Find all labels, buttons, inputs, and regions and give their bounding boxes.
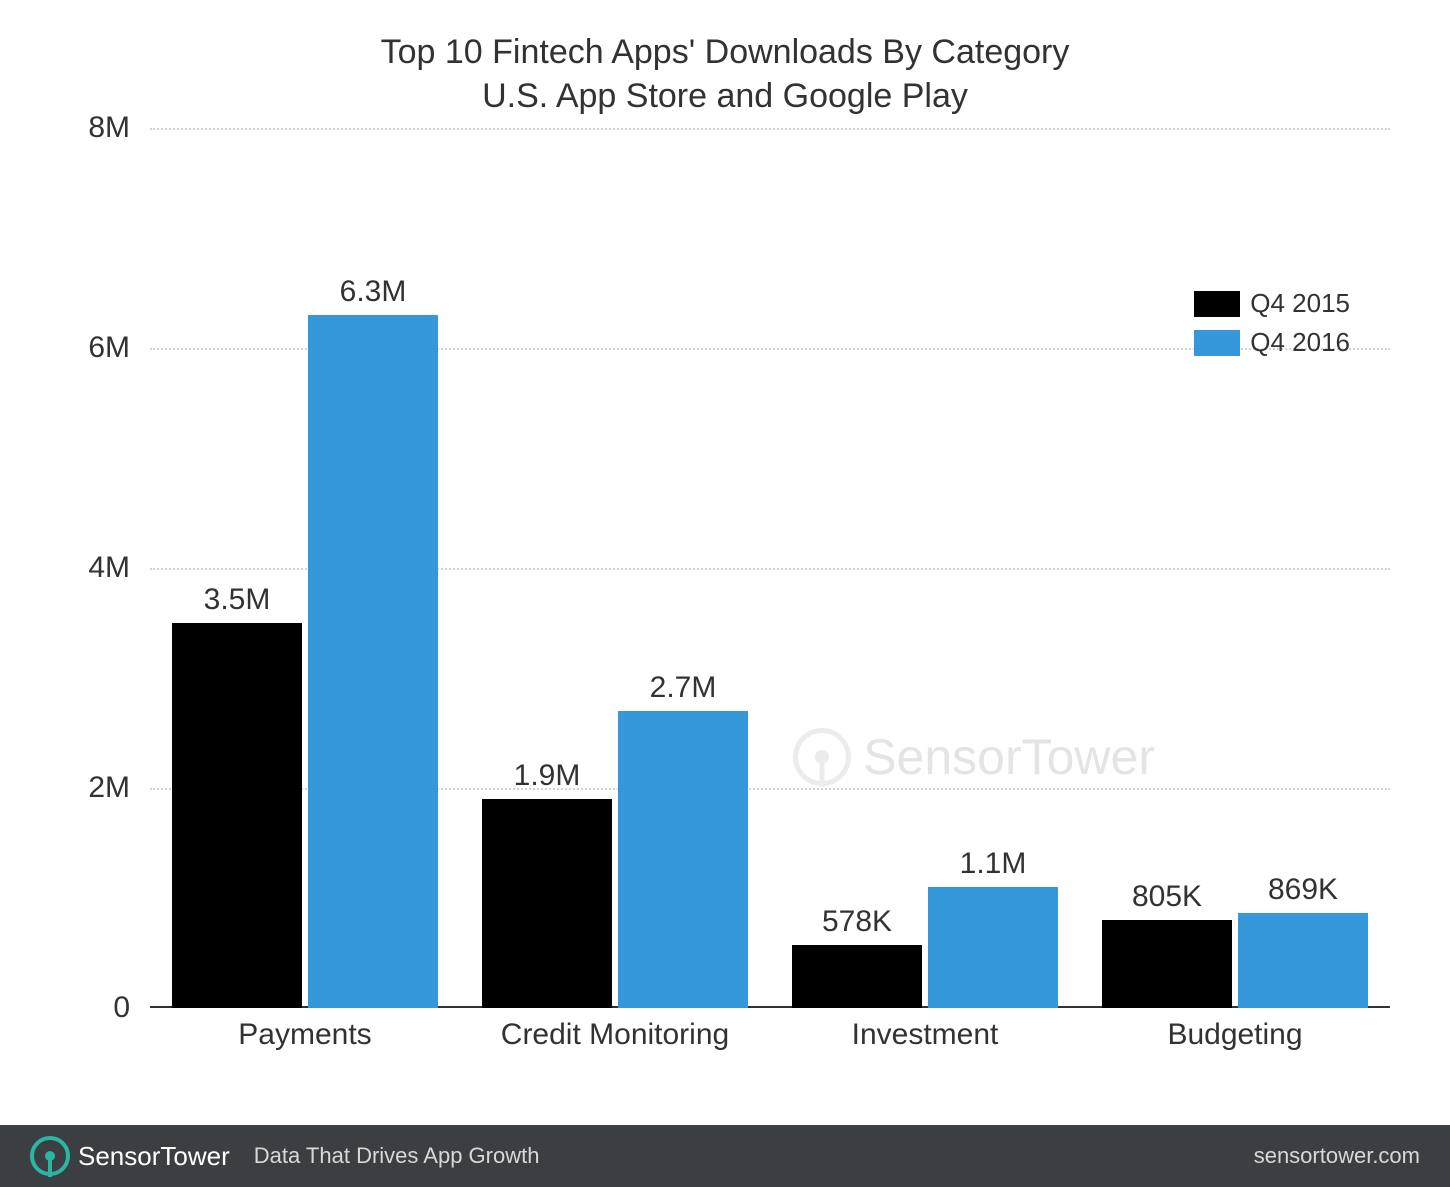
footer-brand: SensorTower: [78, 1141, 230, 1172]
title-line-2: U.S. App Store and Google Play: [40, 74, 1410, 118]
bar: 578K: [792, 945, 922, 1009]
bar: 3.5M: [172, 623, 302, 1008]
watermark: SensorTower: [793, 728, 1155, 786]
legend-swatch: [1194, 291, 1240, 317]
bar-value-label: 3.5M: [204, 583, 271, 617]
bar-group: 578K1.1M: [770, 887, 1080, 1008]
bar: 6.3M: [308, 315, 438, 1008]
footer-brand-strong: Sensor: [78, 1141, 160, 1171]
bar: 1.1M: [928, 887, 1058, 1008]
x-category-label: Payments: [150, 1018, 460, 1052]
bar-group: 1.9M2.7M: [460, 711, 770, 1008]
bar-value-label: 805K: [1132, 880, 1202, 914]
footer-bar: SensorTower Data That Drives App Growth …: [0, 1125, 1450, 1187]
footer-tagline: Data That Drives App Growth: [254, 1143, 540, 1169]
plot-area: 02M4M6M8M 3.5M6.3M1.9M2.7M578K1.1M805K86…: [40, 128, 1410, 1088]
x-axis-labels: PaymentsCredit MonitoringInvestmentBudge…: [150, 1018, 1390, 1052]
bar: 1.9M: [482, 799, 612, 1008]
legend-label: Q4 2015: [1250, 288, 1350, 319]
bar-value-label: 869K: [1268, 873, 1338, 907]
footer-brand-light: Tower: [160, 1141, 229, 1171]
x-category-label: Budgeting: [1080, 1018, 1390, 1052]
footer-url: sensortower.com: [1254, 1143, 1420, 1169]
bar: 2.7M: [618, 711, 748, 1008]
footer-logo: SensorTower: [30, 1136, 230, 1176]
bars-area: 3.5M6.3M1.9M2.7M578K1.1M805K869K: [150, 128, 1390, 1008]
legend-label: Q4 2016: [1250, 327, 1350, 358]
watermark-logo-icon: [793, 728, 851, 786]
x-category-label: Investment: [770, 1018, 1080, 1052]
bar-value-label: 1.1M: [960, 847, 1027, 881]
y-tick-label: 2M: [40, 771, 130, 805]
y-tick-label: 6M: [40, 331, 130, 365]
y-tick-label: 8M: [40, 111, 130, 145]
bar: 869K: [1238, 913, 1368, 1009]
bar-value-label: 1.9M: [514, 759, 581, 793]
bar-value-label: 2.7M: [650, 671, 717, 705]
x-category-label: Credit Monitoring: [460, 1018, 770, 1052]
y-tick-label: 4M: [40, 551, 130, 585]
bar-value-label: 578K: [822, 905, 892, 939]
chart-container: Top 10 Fintech Apps' Downloads By Catego…: [0, 0, 1450, 1125]
bar-group: 3.5M6.3M: [150, 315, 460, 1008]
title-line-1: Top 10 Fintech Apps' Downloads By Catego…: [40, 30, 1410, 74]
bar: 805K: [1102, 920, 1232, 1009]
legend-item: Q4 2016: [1194, 327, 1350, 358]
legend: Q4 2015 Q4 2016: [1194, 288, 1350, 366]
y-axis: 02M4M6M8M: [40, 128, 140, 1088]
chart-title: Top 10 Fintech Apps' Downloads By Catego…: [40, 30, 1410, 118]
legend-swatch: [1194, 330, 1240, 356]
bar-value-label: 6.3M: [340, 275, 407, 309]
bar-group: 805K869K: [1080, 913, 1390, 1009]
sensortower-logo-icon: [30, 1136, 70, 1176]
legend-item: Q4 2015: [1194, 288, 1350, 319]
watermark-text: SensorTower: [863, 728, 1155, 786]
y-tick-label: 0: [40, 991, 130, 1025]
